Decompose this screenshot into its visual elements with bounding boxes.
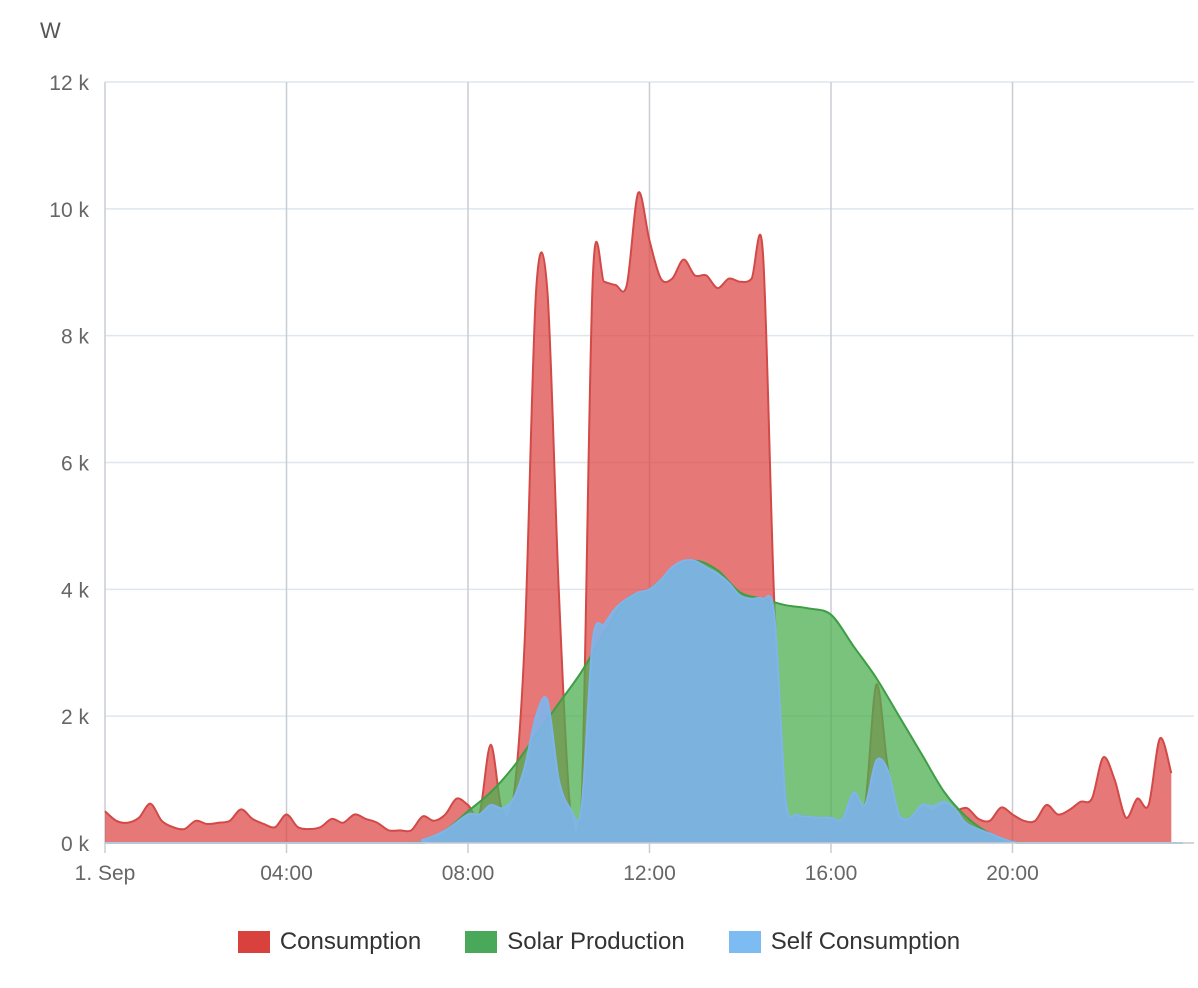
legend-label: Self Consumption xyxy=(770,928,961,955)
legend-swatch xyxy=(465,931,498,953)
y-tick-label: 12 k xyxy=(49,72,89,95)
area-chart: 0 k 2 k 4 k 6 k 8 k 10 k 12 k 1. Sep 04:00 08:00 1… xyxy=(49,72,1194,885)
x-tick-label: 04:00 xyxy=(260,862,313,885)
legend-item-self-consumption[interactable]: Self Consumption xyxy=(728,928,961,956)
x-tick-label: 16:00 xyxy=(805,862,858,885)
y-tick-label: 8 k xyxy=(61,326,90,349)
self-consumption-area[interactable] xyxy=(105,560,1183,843)
chart-legend: Consumption Solar Production Self Consumpt… xyxy=(0,928,1198,956)
legend-swatch xyxy=(728,931,761,953)
legend-label: Consumption xyxy=(279,928,422,955)
axes: 0 k 2 k 4 k 6 k 8 k 10 k 12 k 1. Sep 04:00 08:00 1… xyxy=(49,72,1194,885)
x-tick-label: 20:00 xyxy=(986,862,1039,885)
y-tick-label: 2 k xyxy=(61,706,90,729)
legend-item-solar-production[interactable]: Solar Production xyxy=(465,928,685,956)
legend-label: Solar Production xyxy=(507,928,685,955)
y-axis-unit-label: W xyxy=(40,18,61,43)
y-tick-label: 0 k xyxy=(61,833,90,856)
y-tick-label: 6 k xyxy=(61,453,90,476)
consumption-line xyxy=(104,191,1173,835)
series-areas xyxy=(104,191,1183,845)
consumption-area[interactable] xyxy=(105,192,1172,843)
y-tick-label: 4 k xyxy=(61,579,90,602)
x-tick-label: 1. Sep xyxy=(75,862,136,885)
solar-production-line xyxy=(105,559,1183,845)
self-consumption-line xyxy=(105,559,1183,845)
x-tick-label: 08:00 xyxy=(442,862,495,885)
y-tick-label: 10 k xyxy=(49,199,89,222)
legend-item-consumption[interactable]: Consumption xyxy=(237,928,422,956)
x-tick-label: 12:00 xyxy=(623,862,676,885)
legend-swatch xyxy=(237,931,270,953)
